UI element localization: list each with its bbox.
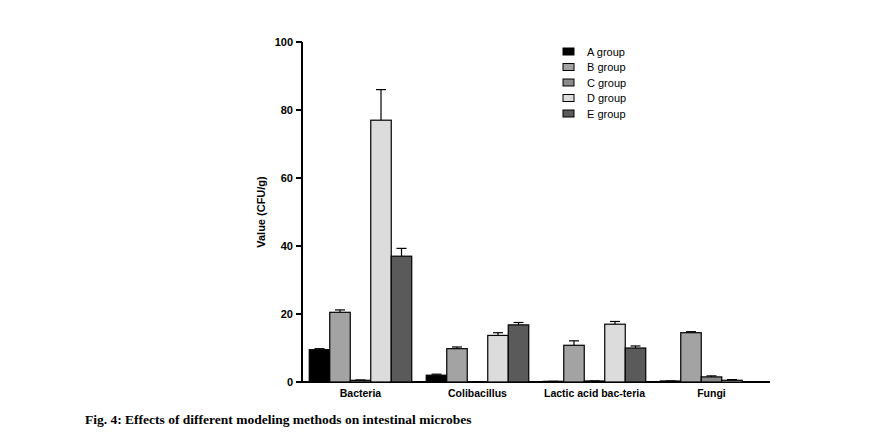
y-tick [296,245,302,247]
y-tick-label: 80 [281,104,293,116]
bar [681,333,702,382]
error-cap [432,374,442,375]
x-tick-label: Lactic acid bac-teria [544,387,645,399]
error-cap [356,379,366,380]
chart: 0 20 40 60 80 100 Value (CFU/g) Bacteria Colibac… [0,0,891,435]
bar [564,345,585,382]
bar [309,350,330,382]
legend-key [563,110,574,117]
error-bar [493,333,503,336]
x-tick-label: Fungi [697,387,726,399]
error-cap [590,380,600,381]
legend-key [563,48,574,55]
error-bar [686,332,696,333]
bar [508,325,529,382]
error-bar [748,382,758,383]
error-bar [452,347,462,349]
error-cap [727,379,737,380]
error-cap [610,321,620,322]
title: Fig. 4: Effects of different modeling me… [85,412,471,427]
bar [371,120,392,382]
y-tick [296,381,302,383]
error-bar [549,381,559,382]
bar [543,381,564,382]
y-tick-label: 60 [281,172,293,184]
y-tick [296,109,302,111]
y-tick [296,177,302,179]
legend-label: C group [587,77,626,89]
error-bar [590,380,600,381]
y-axis-label: Value (CFU/g) [255,176,267,248]
y-tick-label: 100 [275,36,293,48]
error-cap [335,309,345,310]
error-cap [686,331,696,332]
error-bar [569,341,579,345]
error-cap [514,322,524,323]
y-tick [296,41,302,43]
error-cap [748,381,758,382]
bar [426,375,447,382]
y-tick-label: 20 [281,308,293,320]
error-bar [631,346,641,348]
error-stem [380,90,381,121]
bar [350,380,371,382]
bar [488,335,509,382]
error-bar [397,248,407,256]
error-bar [376,90,386,121]
error-bar [315,349,325,350]
bar [625,348,646,382]
legend-label: E group [587,108,626,120]
error-stem [573,341,574,345]
error-bar [707,376,717,377]
y-tick-label: 40 [281,240,293,252]
error-cap [666,380,676,381]
bar [584,381,605,382]
legend-label: D group [587,92,626,104]
bar [467,381,488,382]
error-cap [493,332,503,333]
y-tick [296,313,302,315]
error-stem [401,248,402,256]
error-bar [432,374,442,375]
bar [605,324,626,382]
error-cap [707,375,717,376]
error-cap [376,89,386,90]
error-cap [631,345,641,346]
x-tick-label: Bacteria [340,387,382,399]
bar [722,380,743,382]
error-cap [549,381,559,382]
error-bar [335,310,345,312]
x-tick-label: Colibacillus [448,387,507,399]
bar [660,381,681,382]
bar [701,377,722,382]
error-cap [473,381,483,382]
y-axis [301,42,303,382]
legend-label: B group [587,61,626,73]
legend-label: A group [587,46,625,58]
error-bar [727,379,737,381]
y-tick-label: 0 [287,376,293,388]
error-cap [452,346,462,347]
bar [742,381,763,382]
bar [330,312,351,382]
bar [391,256,412,382]
bars [309,90,757,382]
legend-key [563,64,574,71]
error-bar [356,379,366,380]
error-bar [473,382,483,383]
error-cap [397,248,407,249]
bar [447,349,468,382]
legend-key [563,79,574,86]
error-bar [610,321,620,324]
legend-key [563,95,574,102]
error-bar [666,380,676,381]
error-cap [315,348,325,349]
error-bar [514,323,524,325]
error-cap [569,340,579,341]
